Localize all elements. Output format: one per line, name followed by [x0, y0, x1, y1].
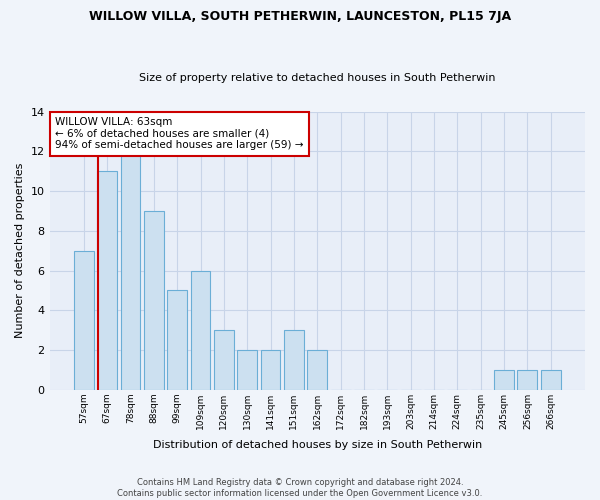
Y-axis label: Number of detached properties: Number of detached properties [15, 163, 25, 338]
Bar [307, 350, 327, 390]
Text: Contains HM Land Registry data © Crown copyright and database right 2024.
Contai: Contains HM Land Registry data © Crown c… [118, 478, 482, 498]
Bar [541, 370, 560, 390]
Bar [238, 350, 257, 390]
Bar [167, 290, 187, 390]
Title: Size of property relative to detached houses in South Petherwin: Size of property relative to detached ho… [139, 73, 496, 83]
Bar [144, 211, 164, 390]
Bar [97, 171, 117, 390]
Bar [74, 250, 94, 390]
Bar [121, 152, 140, 390]
Bar [260, 350, 280, 390]
Text: WILLOW VILLA, SOUTH PETHERWIN, LAUNCESTON, PL15 7JA: WILLOW VILLA, SOUTH PETHERWIN, LAUNCESTO… [89, 10, 511, 23]
Bar [191, 270, 211, 390]
X-axis label: Distribution of detached houses by size in South Petherwin: Distribution of detached houses by size … [152, 440, 482, 450]
Bar [517, 370, 538, 390]
Bar [494, 370, 514, 390]
Bar [284, 330, 304, 390]
Bar [214, 330, 234, 390]
Text: WILLOW VILLA: 63sqm
← 6% of detached houses are smaller (4)
94% of semi-detached: WILLOW VILLA: 63sqm ← 6% of detached hou… [55, 117, 304, 150]
